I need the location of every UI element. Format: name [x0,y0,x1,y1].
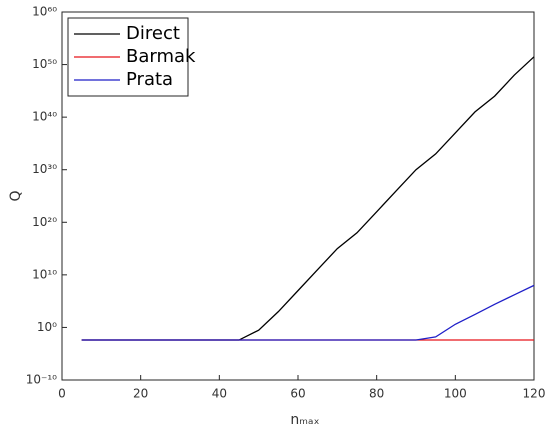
x-tick-label: 120 [523,387,546,401]
x-tick-label: 0 [58,387,66,401]
x-tick-label: 40 [212,387,227,401]
x-tick-label: 20 [133,387,148,401]
x-axis-label: nₘₐₓ [290,412,319,428]
legend-label: Prata [126,69,173,90]
x-tick-label: 80 [369,387,384,401]
x-tick-label: 60 [290,387,305,401]
y-tick-label: 10⁶⁰ [32,5,57,19]
x-tick-label: 100 [444,387,467,401]
legend-label: Barmak [126,46,196,67]
y-axis-label: Q [8,190,24,201]
series-line [81,284,535,341]
y-tick-label: 10⁴⁰ [32,110,57,124]
legend-label: Direct [126,23,180,44]
y-tick-label: 10¹⁰ [32,267,57,281]
y-tick-label: 10³⁰ [32,162,57,176]
y-tick-label: 10²⁰ [32,215,57,229]
y-tick-label: 10⁵⁰ [32,57,57,71]
y-tick-label: 10⁻¹⁰ [26,373,57,387]
y-tick-label: 10⁰ [37,320,57,334]
